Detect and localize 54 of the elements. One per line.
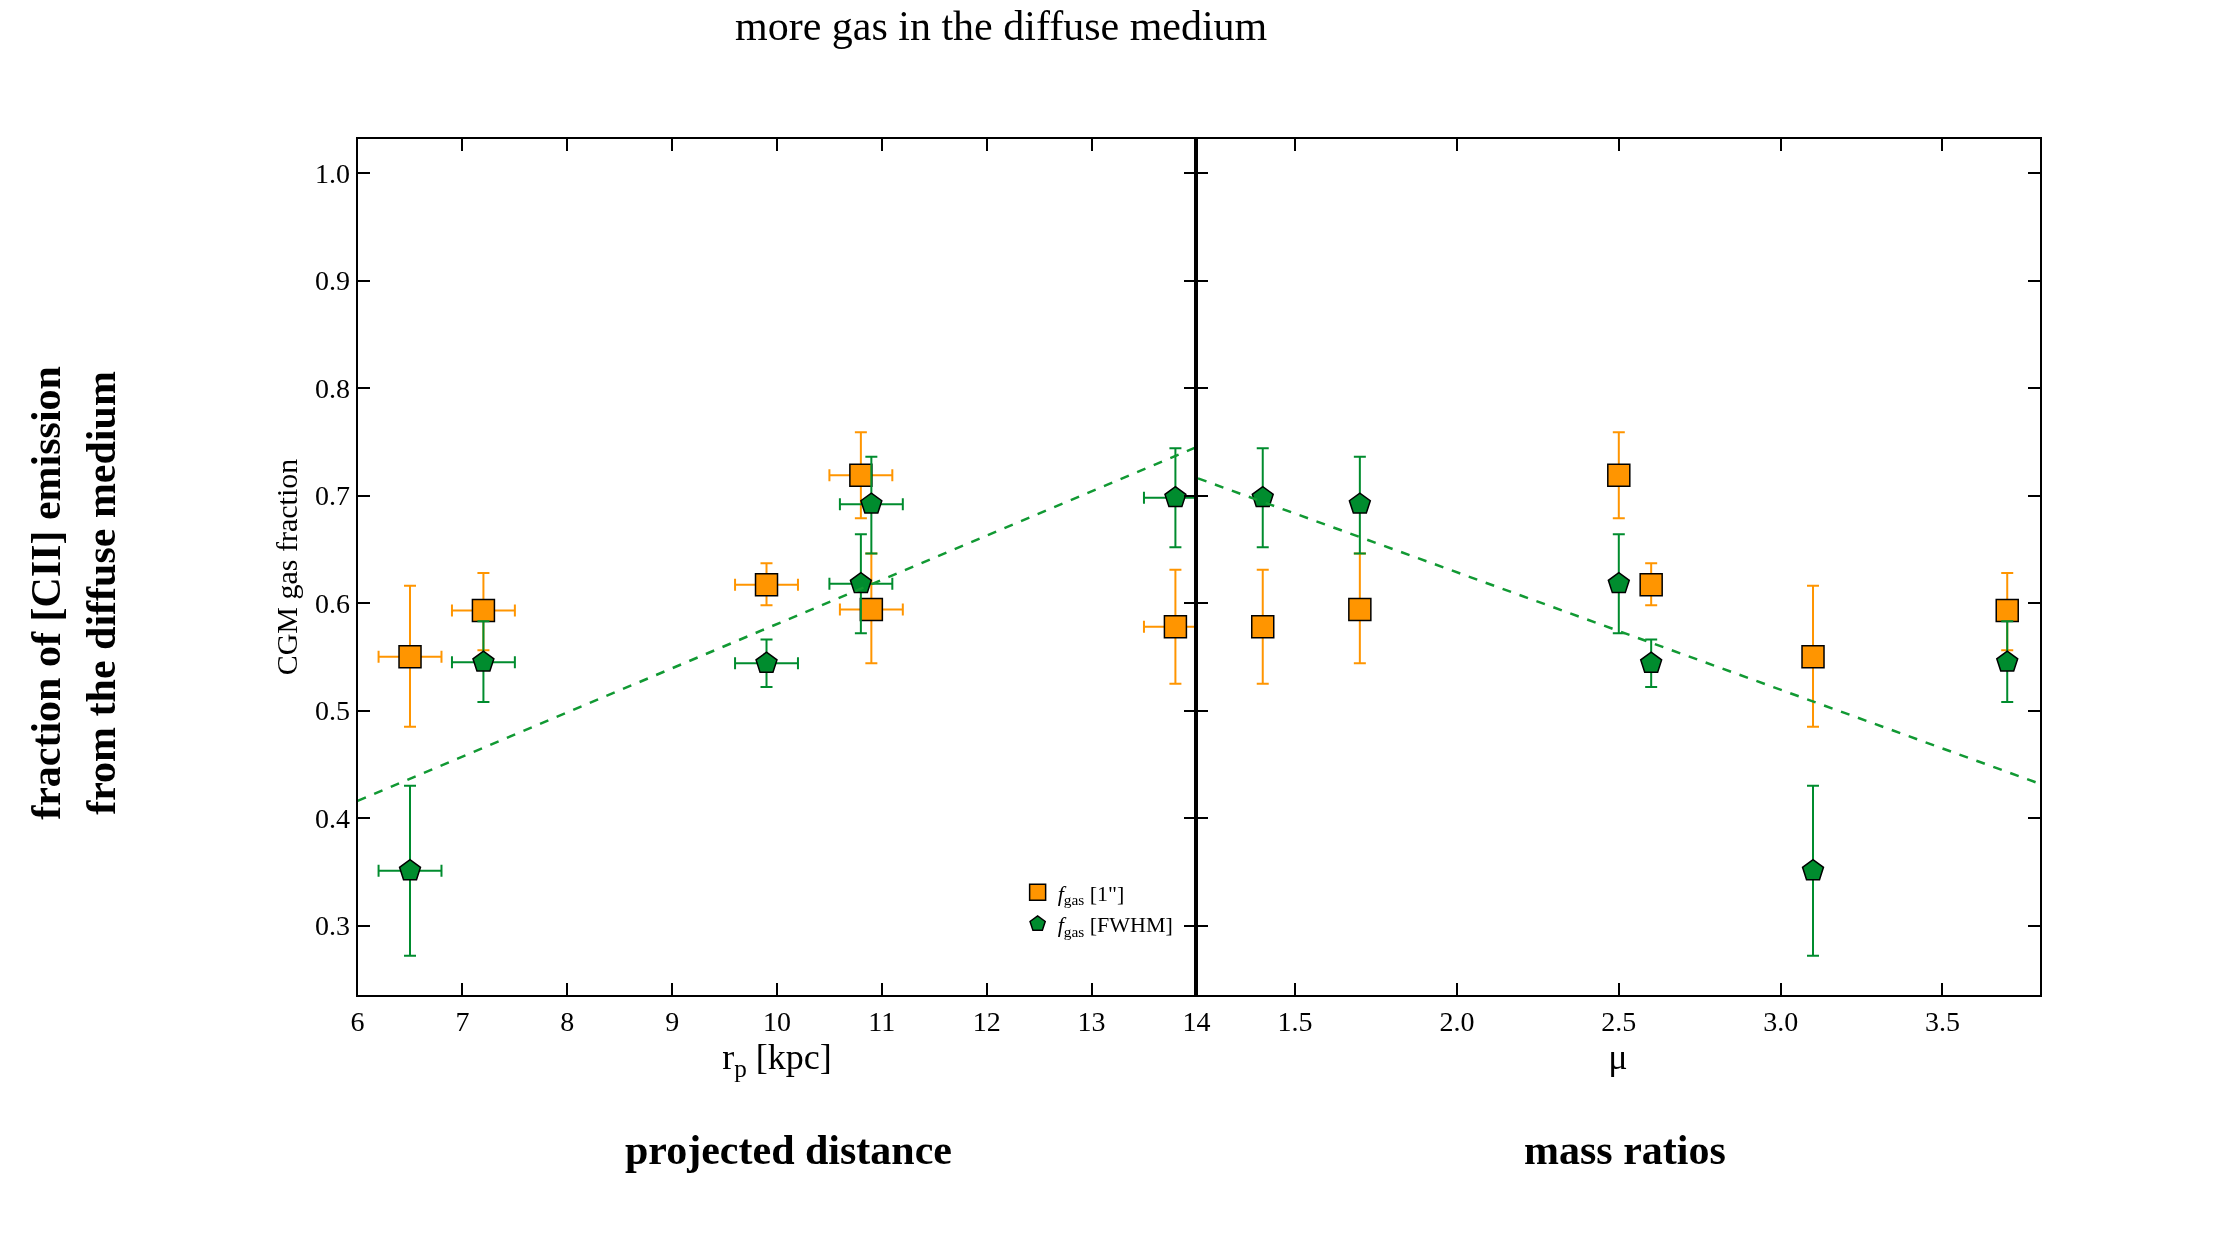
point [1607,463,1631,487]
point [398,859,422,881]
y-tick-label: 0.9 [315,265,350,297]
x-tick-label: 8 [560,1006,575,1038]
point [1639,573,1663,597]
chart-title: more gas in the diffuse medium [735,3,1268,49]
x-tick-label: 14 [1182,1006,1211,1038]
point [754,573,779,597]
point [1348,492,1372,514]
x-tick-label: 12 [972,1006,1001,1038]
x-axis-title: μ [1608,1037,1628,1078]
x-tick-label: 3.5 [1924,1006,1960,1038]
point [1995,598,2019,623]
point [849,463,873,487]
y-tick-label: 0.8 [315,372,350,404]
x-tick-label: 7 [455,1006,470,1038]
point [1607,571,1631,594]
text: projected distance [625,1127,952,1173]
x-tick-label: 10 [762,1006,791,1038]
point [1251,485,1274,508]
y-tick-label: 1.0 [315,157,350,189]
x-tick-label: 2.5 [1601,1006,1637,1038]
x-axis-title: r$_{p}$ [kpc] [722,1037,832,1082]
point [1996,650,2019,672]
y-tick-label: 0.5 [315,695,350,727]
text: fraction of [CII] emission from the diffuse medium [23,366,124,820]
point [472,650,495,672]
y-tick-label: 0.7 [315,480,350,512]
y-tick-label: 0.3 [315,910,350,942]
x-tick-label: 11 [868,1006,896,1038]
point [1801,645,1825,669]
point [1163,614,1188,639]
point [1250,614,1275,639]
x-tick-label: 2.0 [1439,1006,1475,1038]
point [1639,651,1663,673]
point [860,492,883,514]
y-axis-title: CGM gas fraction [270,458,304,676]
x-tick-label: 13 [1077,1006,1106,1038]
point [398,645,422,669]
point [1801,859,1825,881]
x-tick-label: 9 [665,1006,680,1038]
point [1164,485,1187,508]
legend-label: f$_{gas}$ [FWHM] [1057,912,1173,941]
x-tick-label: 6 [350,1006,365,1038]
point [471,598,496,623]
y-tick-label: 0.4 [315,802,350,834]
legend-label: f$_{gas}$ [1"] [1057,880,1125,909]
point [849,571,873,594]
point [1348,597,1372,622]
x-tick-label: 3.0 [1763,1006,1799,1038]
point [755,651,778,673]
y-tick-label: 0.6 [315,587,350,619]
text: mass ratios [1524,1127,1726,1173]
x-tick-label: 1.5 [1277,1006,1313,1038]
